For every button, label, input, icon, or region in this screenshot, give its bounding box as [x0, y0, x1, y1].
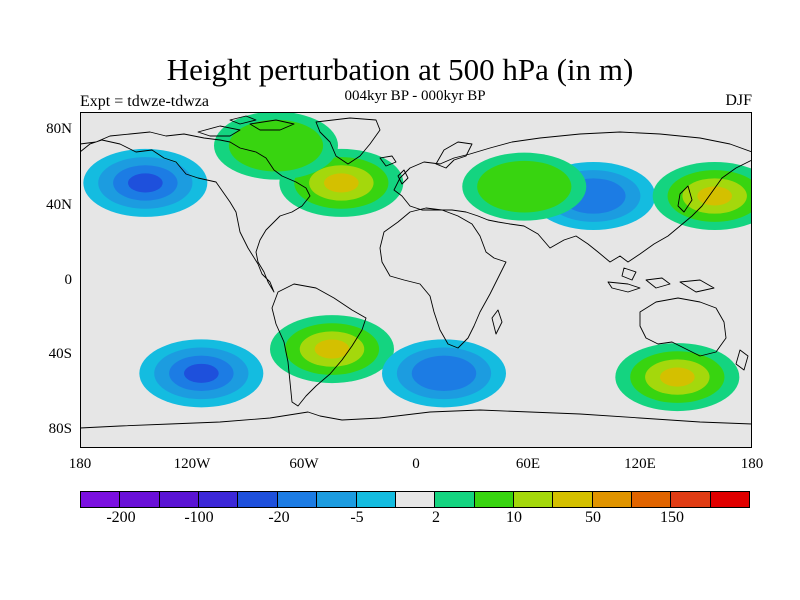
experiment-label: Expt = tdwze-tdwza: [80, 93, 209, 110]
colorbar-label-neg100: -100: [184, 509, 214, 526]
colorbar-label-neg5: -5: [350, 509, 364, 526]
coastline-africa: [379, 207, 507, 349]
colorbar-swatch: [81, 492, 121, 507]
height-perturbation-map: [80, 112, 752, 448]
colorbar-swatch: [592, 492, 633, 507]
plot-title: Height perturbation at 500 hPa (in m): [166, 52, 634, 87]
colorbar-label-neg200: -200: [106, 509, 136, 526]
colorbar-swatch: [159, 492, 200, 507]
lon-label-180w: 180: [68, 456, 92, 472]
colorbar-label-50: 50: [585, 509, 601, 526]
coastline-uk: [397, 169, 409, 185]
colorbar-swatch: [238, 492, 278, 507]
colorbar-swatch: [671, 492, 711, 507]
anomaly-contour-band: [228, 119, 324, 172]
anomaly-contour-band: [659, 367, 695, 387]
colorbar-label-2: 2: [432, 509, 440, 526]
colorbar-swatch: [277, 492, 318, 507]
coastline-arctic-islands: [197, 115, 295, 137]
coastline-iceland: [379, 155, 397, 167]
coastline-antarctica: [80, 409, 752, 429]
season-label: DJF: [725, 92, 752, 109]
colorbar-swatch: [356, 492, 396, 507]
colorbar: [80, 491, 750, 508]
colorbar-swatch: [513, 492, 554, 507]
anomaly-south-indian-low: [382, 339, 506, 408]
anomaly-northwest-pacific-high: [652, 162, 752, 230]
colorbar-swatch: [474, 492, 514, 507]
lat-label-80n: 80N: [46, 121, 72, 137]
anomaly-contour-band: [127, 173, 163, 193]
coastline-japan: [677, 185, 693, 213]
lat-label-eq: 0: [64, 272, 73, 288]
anomaly-central-asia-high: [462, 152, 587, 221]
anomaly-contour-band: [411, 355, 477, 392]
anomaly-contour-band: [314, 339, 350, 359]
lon-label-0: 0: [412, 456, 420, 472]
colorbar-label-neg20: -20: [268, 509, 290, 526]
lat-label-80s: 80S: [48, 421, 72, 437]
lon-label-180e: 180: [740, 456, 764, 472]
anomaly-layer: [83, 112, 752, 412]
period-label: 004kyr BP - 000kyr BP: [344, 88, 486, 104]
colorbar-swatch: [553, 492, 593, 507]
coastline-australia: [639, 297, 727, 357]
lon-label-120w: 120W: [173, 456, 211, 472]
lat-label-40n: 40N: [46, 197, 72, 213]
colorbar-swatch: [710, 492, 750, 507]
anomaly-south-pacific-low: [139, 339, 264, 408]
anomaly-greenland-high: [214, 112, 338, 180]
anomaly-contour-band: [183, 363, 219, 383]
coastline-new-zealand: [735, 349, 749, 371]
coastline-north-america: [80, 131, 311, 293]
anomaly-south-atlantic-high: [270, 315, 394, 384]
coastline-south-america: [271, 283, 367, 407]
coastline-madagascar: [491, 309, 503, 335]
coastline-indonesia: [607, 267, 715, 293]
colorbar-swatch: [120, 492, 160, 507]
colorbar-label-150: 150: [660, 509, 684, 526]
lon-label-60w: 60W: [289, 456, 319, 472]
colorbar-swatch: [632, 492, 672, 507]
colorbar-swatch: [199, 492, 239, 507]
anomaly-australia-south-high: [615, 343, 740, 412]
colorbar-swatch: [435, 492, 475, 507]
colorbar-label-10: 10: [506, 509, 522, 526]
coastlines: [80, 115, 752, 429]
colorbar-swatch: [317, 492, 357, 507]
lon-label-120e: 120E: [624, 456, 656, 472]
lat-label-40s: 40S: [48, 346, 72, 362]
coastline-greenland: [315, 117, 381, 165]
lon-label-60e: 60E: [515, 456, 541, 472]
coastline-scandinavia: [435, 141, 473, 169]
anomaly-contour-band: [323, 173, 359, 193]
colorbar-swatch: [395, 492, 436, 507]
anomaly-north-pacific-low: [83, 148, 208, 217]
coastline-eurasia: [393, 131, 752, 263]
anomaly-contour-band: [477, 160, 572, 213]
anomaly-contour-band: [697, 186, 733, 206]
